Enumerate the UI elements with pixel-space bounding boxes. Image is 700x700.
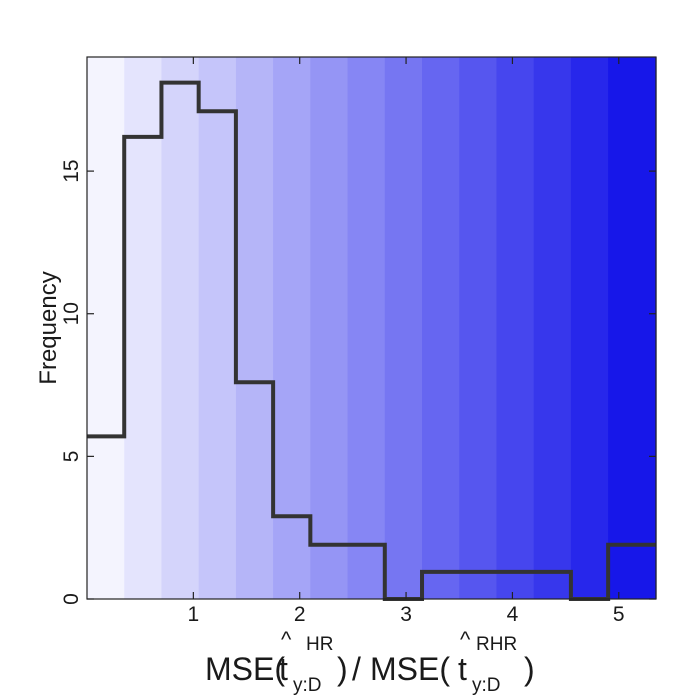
background-band (570, 57, 609, 599)
histogram-bar (124, 137, 161, 599)
x-label-close-2: ) (524, 651, 535, 687)
x-tick-label: 3 (400, 603, 412, 626)
x-label-hat-1: ^ (281, 627, 292, 652)
x-label-var-1: t (279, 651, 288, 687)
histogram-bar (422, 572, 459, 599)
x-label-prefix-2: MSE( (370, 651, 450, 687)
histogram-bar (87, 436, 124, 599)
x-label-sub-2: y:D (472, 675, 501, 696)
background-band (608, 57, 657, 599)
background-band (87, 57, 125, 599)
background-band (273, 57, 311, 599)
background-band (124, 57, 163, 599)
histogram-bar (608, 545, 656, 599)
background-band (347, 57, 386, 599)
histogram-step-line (87, 80, 656, 601)
background-band (310, 57, 349, 599)
y-axis-label: Frequency (35, 271, 62, 384)
histogram-bar (199, 111, 236, 599)
background-band (198, 57, 237, 599)
y-tick-label: 10 (60, 302, 83, 325)
histogram-bar (273, 516, 310, 599)
y-tick-label: 5 (60, 451, 83, 463)
x-label-slash: / (352, 651, 361, 687)
histogram-bar (161, 83, 198, 599)
background-band (161, 57, 200, 599)
x-label-hat-2: ^ (460, 627, 471, 652)
x-label-var-2: t (458, 651, 467, 687)
histogram-bar (496, 572, 533, 599)
background-band (533, 57, 572, 599)
background-band (459, 57, 498, 599)
x-tick-label: 1 (188, 603, 200, 626)
x-label-prefix: MSE( (205, 651, 285, 687)
x-tick-label: 5 (613, 603, 625, 626)
histogram-bar (348, 545, 385, 599)
histogram-bar (534, 572, 571, 599)
histogram-bar (236, 382, 273, 599)
histogram-bar (459, 572, 496, 599)
y-tick-label: 15 (60, 159, 83, 182)
x-label-sub-1: y:D (293, 675, 322, 696)
x-label-close-1: ) (337, 651, 348, 687)
background-bands (87, 57, 657, 599)
x-label-sup-2: RHR (476, 634, 517, 655)
histogram-bar (310, 545, 347, 599)
background-band (235, 57, 274, 599)
background-band (496, 57, 535, 599)
background-band (384, 57, 423, 599)
x-tick-label: 4 (507, 603, 519, 626)
x-axis-label: MSE( ^ t HR y:D ) / MSE( ^ t RHR y:D ) (205, 627, 535, 696)
plot-frame (86, 56, 657, 600)
y-tick-label: 0 (60, 593, 83, 605)
x-label-sup-1: HR (306, 634, 333, 655)
axes: 1 2 3 4 5 0 5 10 15 (60, 56, 657, 626)
x-tick-label: 2 (294, 603, 306, 626)
background-band (422, 57, 460, 599)
